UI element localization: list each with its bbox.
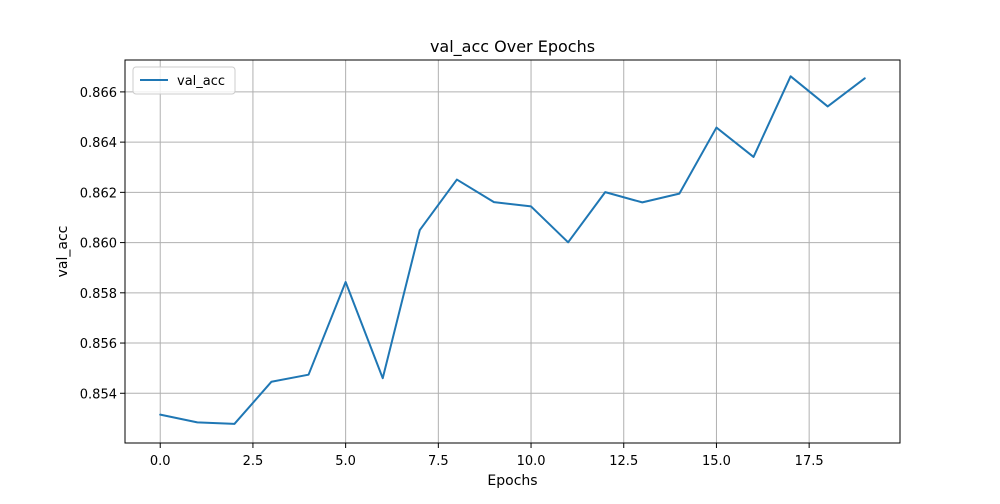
y-tick-label: 0.858 [80,287,117,302]
x-tick-label: 5.0 [335,454,356,469]
series-line-val-acc [159,75,866,425]
data-point [604,191,606,193]
x-tick-label: 2.5 [243,454,264,469]
data-point [196,421,198,423]
data-point [493,201,495,203]
chart-title: val_acc Over Epochs [430,37,595,57]
x-axis-label: Epochs [487,473,537,489]
y-axis-label: val_acc [55,226,71,278]
x-tick-label: 10.0 [517,454,546,469]
x-tick-label: 12.5 [609,454,638,469]
legend-label-val-acc: val_acc [177,74,225,89]
x-tick-label: 0.0 [150,454,171,469]
y-tick-label: 0.856 [80,337,117,352]
data-point [419,229,421,231]
y-tick-label: 0.860 [80,237,117,252]
x-tick-label: 15.0 [702,454,731,469]
data-point [790,75,792,77]
data-point [345,281,347,283]
legend: val_acc [132,66,236,95]
data-point [827,105,829,107]
data-point [678,193,680,195]
series-layer [159,75,866,425]
data-point [270,381,272,383]
x-tick-label: 7.5 [428,454,449,469]
data-point [641,201,643,203]
data-point [715,127,717,129]
x-axis: 0.0 2.5 5.0 7.5 10.0 12.5 15.0 17.5 [150,443,824,469]
plot-area-frame [124,59,901,444]
data-point [233,423,235,425]
data-point [308,374,310,376]
y-tick-label: 0.854 [80,387,117,402]
data-point [567,241,569,243]
data-point [456,179,458,181]
data-point [159,414,161,416]
data-point [530,205,532,207]
y-axis: 0.854 0.856 0.858 0.860 0.862 0.864 0.866 [80,86,125,402]
data-point [753,156,755,158]
y-tick-label: 0.862 [80,186,117,201]
y-tick-label: 0.866 [80,86,117,101]
data-point [864,77,866,79]
grid-lines [125,60,900,443]
x-tick-label: 17.5 [795,454,824,469]
y-tick-label: 0.864 [80,136,117,151]
data-point [382,377,384,379]
legend-box [132,66,236,95]
